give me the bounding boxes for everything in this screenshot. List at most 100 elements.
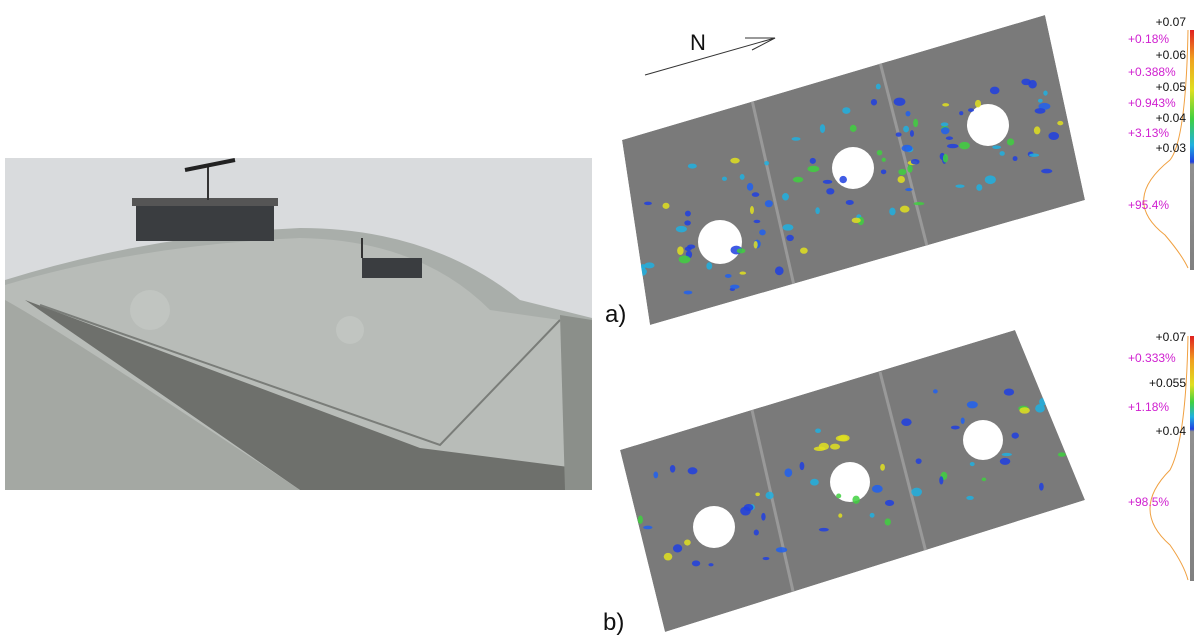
- deviation-spot: [823, 180, 832, 184]
- scale-value: +0.04: [1156, 424, 1187, 438]
- scale-percentage: +95.4%: [1128, 198, 1169, 212]
- deviation-spot: [752, 192, 760, 197]
- deviation-spot: [999, 151, 1004, 156]
- scale-percentage: +0.18%: [1128, 32, 1169, 46]
- deviation-spot: [1002, 453, 1012, 456]
- deviation-spot: [911, 488, 922, 497]
- deviation-spot: [676, 226, 687, 233]
- deviation-spot: [992, 145, 1001, 149]
- deviation-spot: [1019, 407, 1030, 413]
- deviation-spot: [839, 176, 847, 183]
- deviation-spot: [881, 169, 886, 174]
- deviation-spot: [755, 492, 760, 496]
- deviation-spot: [913, 202, 924, 205]
- deviation-spot: [1058, 452, 1066, 456]
- deviation-spot: [905, 188, 912, 191]
- deviation-spot: [961, 417, 965, 423]
- deviation-spot: [933, 389, 938, 393]
- deviation-spot: [901, 418, 911, 426]
- deviation-spot: [810, 479, 819, 486]
- deviation-spot: [1043, 90, 1047, 95]
- deviation-spot: [985, 175, 996, 184]
- deviation-spot: [808, 166, 820, 172]
- deviation-spot: [688, 164, 697, 169]
- deviation-spot: [910, 130, 914, 137]
- deviation-spot: [877, 150, 883, 156]
- deviation-spot: [889, 208, 895, 216]
- deviation-spot: [1007, 138, 1014, 145]
- north-label: N: [690, 30, 706, 55]
- deviation-spot: [775, 266, 784, 275]
- deviation-spot: [898, 176, 905, 183]
- deviation-spot: [872, 485, 883, 493]
- scale-value: +0.055: [1149, 376, 1186, 390]
- deviation-spot: [852, 496, 859, 504]
- scale-percentage: +98.5%: [1128, 495, 1169, 509]
- deviation-spot: [747, 183, 753, 191]
- deviation-spot: [846, 200, 854, 205]
- deviation-spot: [852, 218, 861, 223]
- deviation-spot: [782, 224, 793, 231]
- deviation-spot: [819, 528, 829, 532]
- deviation-spot: [990, 87, 1000, 95]
- deviation-spot: [1021, 79, 1030, 86]
- north-arrow: N: [645, 30, 775, 75]
- scale-value: +0.07: [1156, 15, 1187, 29]
- deviation-spot: [838, 513, 842, 517]
- deviation-spot: [644, 202, 652, 206]
- scale-percentage: +0.943%: [1128, 96, 1176, 110]
- deviation-spot: [941, 122, 949, 126]
- deviation-spot: [684, 539, 691, 545]
- scale-percentage: +0.388%: [1128, 65, 1176, 79]
- color-scale: [1150, 336, 1194, 581]
- deviation-spot: [885, 500, 894, 506]
- deviation-spot: [826, 188, 834, 194]
- deviation-spot: [959, 111, 963, 115]
- deviation-spot: [900, 206, 910, 213]
- deviation-spot: [836, 435, 848, 441]
- deviation-spot: [1048, 132, 1059, 140]
- deviation-spot: [907, 165, 912, 173]
- deviation-spot: [706, 262, 712, 269]
- deviation-spot: [708, 563, 713, 566]
- scale-value: +0.03: [1156, 141, 1187, 155]
- deviation-spot: [959, 142, 970, 149]
- deviation-spot: [784, 468, 792, 477]
- scale-percentage: +3.13%: [1128, 126, 1169, 140]
- deviation-spot: [679, 255, 691, 263]
- deviation-spot: [730, 285, 740, 289]
- scale-value: +0.04: [1156, 111, 1187, 125]
- deviation-spot: [725, 274, 732, 278]
- deviation-spot: [750, 206, 754, 214]
- deviation-spot: [615, 514, 619, 520]
- deviation-spot: [941, 127, 950, 134]
- deviation-spot: [744, 504, 754, 511]
- deviation-spot: [631, 242, 638, 251]
- deviation-spot: [970, 462, 975, 466]
- deviation-spot: [1034, 126, 1041, 134]
- deviation-spot: [814, 447, 826, 451]
- deviation-spot: [761, 513, 765, 521]
- figure: N a) b) +0.07+0.06+0.05+0.04+0.03+0.18%+…: [0, 0, 1197, 640]
- deviation-spot: [939, 476, 943, 484]
- deviation-spot: [905, 111, 910, 116]
- scale-value: +0.06: [1156, 48, 1187, 62]
- deviation-spot: [882, 158, 886, 162]
- deviation-spot: [903, 126, 909, 133]
- scale-value: +0.07: [1156, 330, 1187, 344]
- deviation-spot: [754, 220, 761, 223]
- deviation-spot: [692, 560, 700, 566]
- deviation-spot: [1012, 432, 1019, 438]
- deviation-spot: [688, 467, 698, 474]
- deviation-spot: [684, 220, 691, 225]
- slab-map: [615, 330, 1085, 632]
- deviation-spot: [955, 184, 964, 187]
- scale-percentage: +1.18%: [1128, 400, 1169, 414]
- deviation-spot: [976, 184, 982, 191]
- deviation-spot: [810, 158, 816, 164]
- deviation-spot: [876, 84, 881, 90]
- deviation-spot: [842, 107, 850, 114]
- deviation-spot: [850, 125, 857, 132]
- deviation-spot: [670, 465, 675, 473]
- deviation-spot: [1035, 108, 1046, 114]
